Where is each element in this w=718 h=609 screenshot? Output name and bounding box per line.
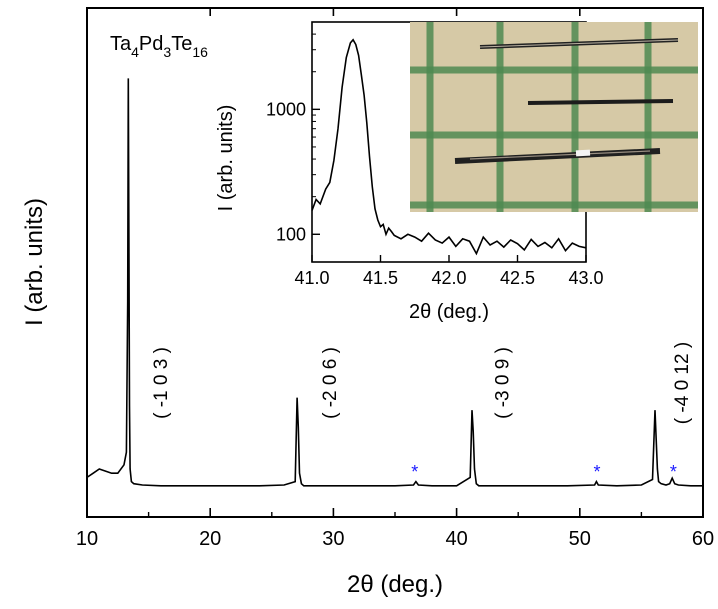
inset-x-tick-label: 43.0 (568, 268, 603, 288)
main-series-line (86, 78, 703, 487)
impurity-marker: * (594, 462, 601, 482)
peak-annotation: ( -1 0 3 ) (151, 347, 172, 419)
crystal-photo (410, 22, 698, 212)
inset-y-label: I (arb. units) (215, 105, 237, 212)
inset-x-tick-label: 42.5 (500, 268, 535, 288)
inset-x-tick-label: 42.0 (431, 268, 466, 288)
inset-y-tick-label: 100 (276, 224, 306, 244)
peak-annotation: ( -2 0 6 ) (320, 347, 341, 419)
main-x-tick-label: 10 (76, 528, 98, 550)
main-x-tick-label: 50 (569, 528, 591, 550)
main-x-tick-label: 60 (692, 528, 714, 550)
main-x-tick-label: 40 (445, 528, 467, 550)
impurity-marker: * (670, 462, 677, 482)
main-x-ticks: 10 20 30 40 50 60 (76, 8, 714, 550)
main-x-tick-label: 30 (322, 528, 344, 550)
peak-annotation: ( -3 0 9 ) (492, 347, 513, 419)
inset-x-tick-label: 41.0 (294, 268, 329, 288)
impurity-markers: * * * (411, 462, 677, 482)
inset-series-line (311, 38, 587, 256)
inset-ticks: 41.0 41.5 42.0 42.5 43.0 100 1000 (266, 33, 604, 288)
main-x-label: 2θ (deg.) (347, 571, 443, 598)
peak-annotations: ( -1 0 3 ) ( -2 0 6 ) ( -3 0 9 ) ( -4 0 12 … (151, 342, 693, 424)
inset-y-tick-label: 1000 (266, 99, 306, 119)
formula-label: Ta4Pd3Te16 (110, 33, 208, 60)
peak-annotation: ( -4 0 12 ) (672, 342, 693, 424)
impurity-marker: * (411, 462, 418, 482)
inset-x-label: 2θ (deg.) (409, 301, 489, 323)
inset-x-tick-label: 41.5 (363, 268, 398, 288)
main-y-label: I (arb. units) (21, 198, 48, 326)
main-x-tick-label: 20 (199, 528, 221, 550)
